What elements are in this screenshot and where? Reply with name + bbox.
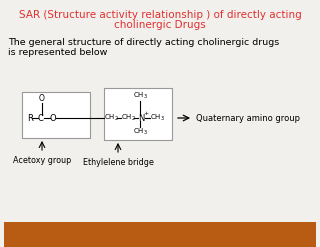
Text: O: O (50, 114, 57, 123)
Bar (104, 88, 172, 140)
Text: +: + (143, 110, 149, 116)
Bar (22, 92, 90, 138)
Text: C: C (38, 114, 44, 123)
Text: Acetoxy group: Acetoxy group (13, 156, 71, 165)
Text: The general structure of directly acting cholinergic drugs: The general structure of directly acting… (8, 38, 279, 47)
Text: N: N (138, 114, 144, 123)
Text: CH$_3$: CH$_3$ (150, 113, 165, 123)
Text: cholinergic Drugs: cholinergic Drugs (114, 20, 206, 30)
Text: SAR (Structure activity relationship ) of directly acting: SAR (Structure activity relationship ) o… (19, 10, 301, 20)
Text: R: R (27, 114, 33, 123)
Text: CH$_2$: CH$_2$ (121, 113, 136, 123)
Text: Quaternary amino group: Quaternary amino group (196, 114, 300, 123)
Text: CH$_2$: CH$_2$ (104, 113, 119, 123)
Text: O: O (39, 94, 44, 103)
Text: Ethylelene bridge: Ethylelene bridge (83, 158, 153, 167)
Text: is represented below: is represented below (8, 48, 108, 57)
Text: CH$_3$: CH$_3$ (132, 91, 148, 101)
Bar (4, 222, 316, 247)
Text: CH$_3$: CH$_3$ (132, 127, 148, 137)
